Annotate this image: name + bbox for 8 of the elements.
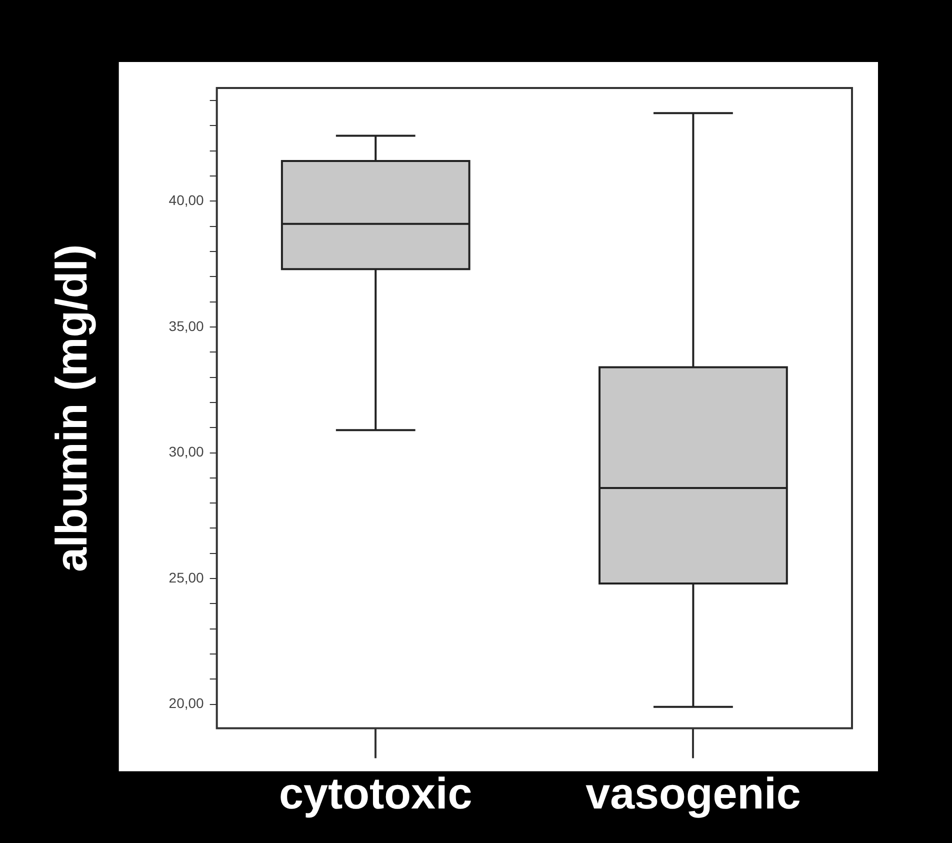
- y-axis-title: albumin (mg/dl): [48, 244, 97, 572]
- y-tick-label: 40,00: [168, 192, 204, 208]
- x-tick-label: vasogenic: [586, 770, 801, 819]
- y-tick-label: 30,00: [168, 444, 204, 460]
- y-tick-label: 35,00: [168, 318, 204, 334]
- x-tick-label: cytotoxic: [279, 770, 472, 819]
- y-tick-label: 20,00: [168, 695, 204, 712]
- y-tick-label: 25,00: [168, 569, 204, 586]
